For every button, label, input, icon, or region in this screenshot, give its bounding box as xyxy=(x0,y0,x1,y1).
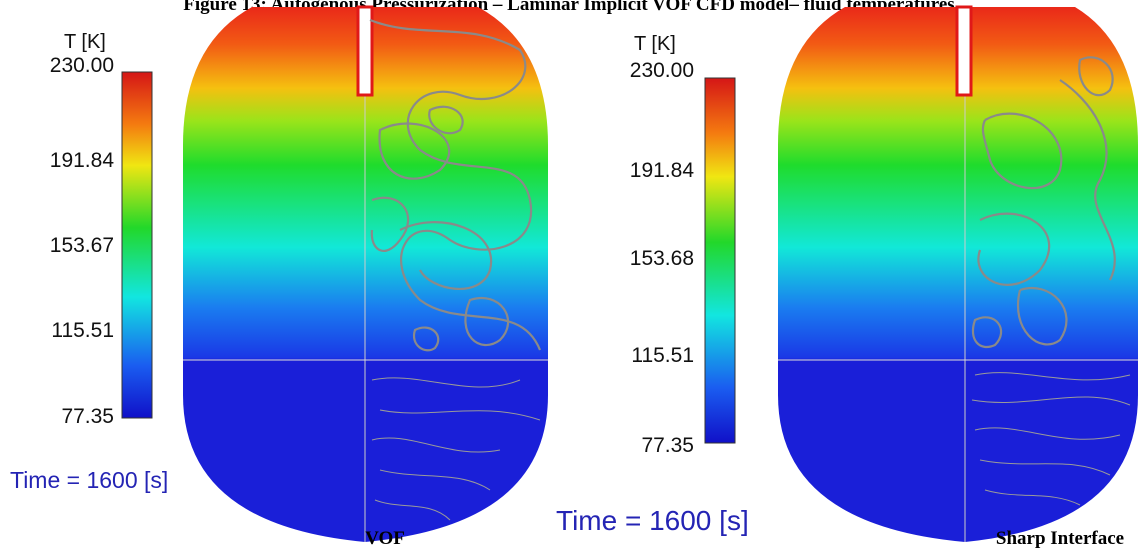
colorbar-tick: 230.00 xyxy=(50,54,114,77)
colorbar-tick: 77.35 xyxy=(61,405,114,428)
panel: T [K] 230.00 191.84 153.68 115.51 77.35 … xyxy=(556,7,1138,549)
figure: Figure 13: Autogenous Pressurization – L… xyxy=(0,0,1138,550)
colorbar-tick: 230.00 xyxy=(630,59,694,82)
panel-caption: Sharp Interface xyxy=(996,528,1124,549)
panel: T [K] 230.00 191.84 153.67 115.51 77.35 … xyxy=(10,7,548,549)
colorbar-title: T [K] xyxy=(634,33,676,55)
panel-caption: VOF xyxy=(365,528,405,549)
colorbar-tick: 191.84 xyxy=(630,159,695,182)
colorbar-tick: 115.51 xyxy=(631,344,694,367)
colorbar-tick: 153.67 xyxy=(50,234,114,257)
colorbar-tick: 77.35 xyxy=(641,434,694,457)
colorbar xyxy=(122,72,152,418)
nozzle xyxy=(957,7,971,95)
colorbar-tick: 115.51 xyxy=(51,319,114,342)
nozzle xyxy=(358,7,372,95)
colorbar-title: T [K] xyxy=(64,31,106,53)
colorbar-tick: 191.84 xyxy=(50,149,115,172)
time-label: Time = 1600 [s] xyxy=(10,467,168,493)
colorbar-tick: 153.68 xyxy=(630,247,694,270)
colorbar xyxy=(705,78,735,443)
time-label: Time = 1600 [s] xyxy=(556,505,749,536)
